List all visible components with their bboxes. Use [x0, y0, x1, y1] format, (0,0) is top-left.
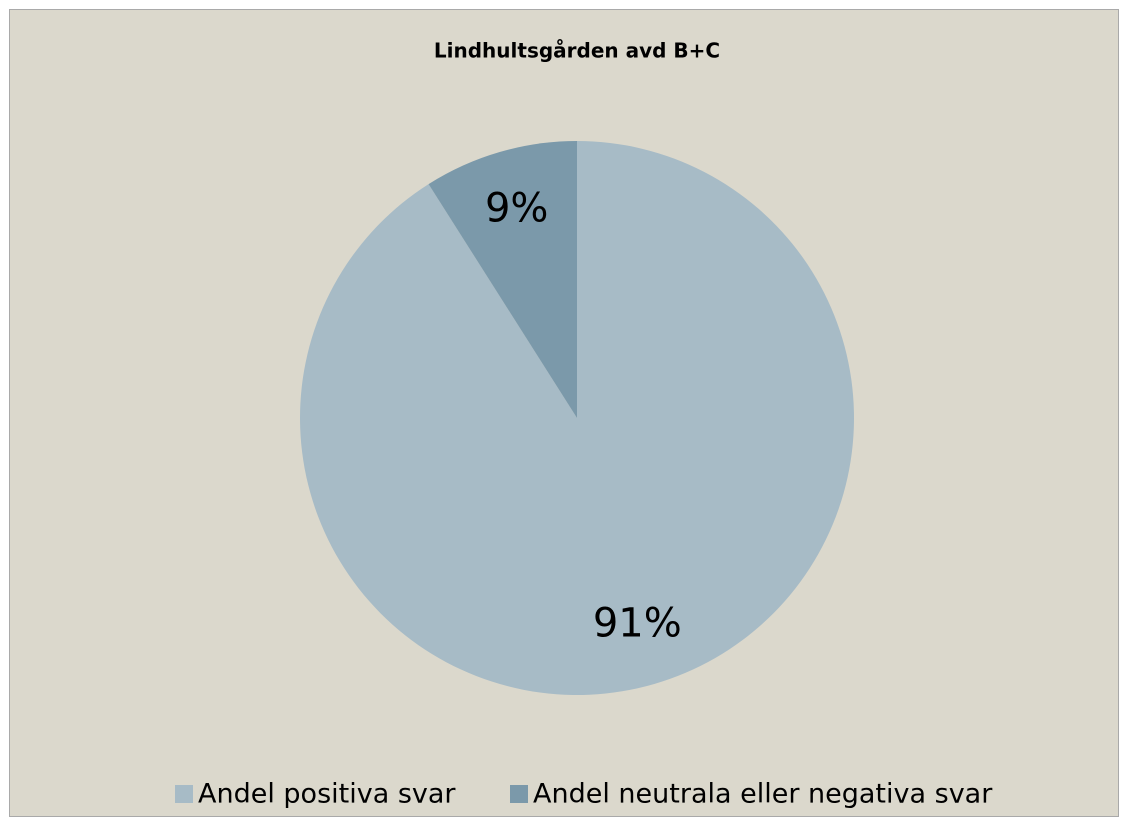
pie-slice	[428, 141, 577, 418]
legend-label: Andel positiva svar	[198, 779, 456, 810]
legend-swatch	[175, 785, 193, 803]
legend-label: Andel neutrala eller negativa svar	[533, 779, 993, 810]
data-label: 91%	[593, 600, 682, 646]
legend-swatch	[510, 785, 528, 803]
data-label: 9%	[485, 186, 548, 232]
chart-title: Lindhultsgården avd B+C	[434, 39, 720, 63]
